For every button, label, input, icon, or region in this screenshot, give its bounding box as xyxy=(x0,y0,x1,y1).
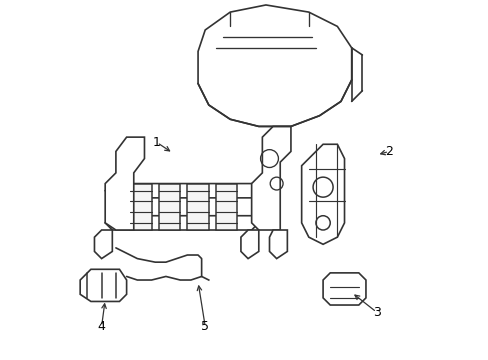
Text: 4: 4 xyxy=(98,320,105,333)
Polygon shape xyxy=(159,184,180,230)
Text: 2: 2 xyxy=(385,145,392,158)
Polygon shape xyxy=(323,273,365,305)
Polygon shape xyxy=(241,230,258,258)
Text: 3: 3 xyxy=(372,306,380,319)
Polygon shape xyxy=(80,269,126,301)
Text: 5: 5 xyxy=(201,320,209,333)
Polygon shape xyxy=(251,126,290,230)
Polygon shape xyxy=(105,184,258,198)
Polygon shape xyxy=(94,230,112,258)
Text: 1: 1 xyxy=(153,136,161,149)
Polygon shape xyxy=(187,184,208,230)
Polygon shape xyxy=(130,184,151,230)
Polygon shape xyxy=(105,216,258,230)
Polygon shape xyxy=(301,144,344,244)
Polygon shape xyxy=(105,137,144,230)
Polygon shape xyxy=(216,184,237,230)
Polygon shape xyxy=(198,5,351,126)
Polygon shape xyxy=(269,230,287,258)
